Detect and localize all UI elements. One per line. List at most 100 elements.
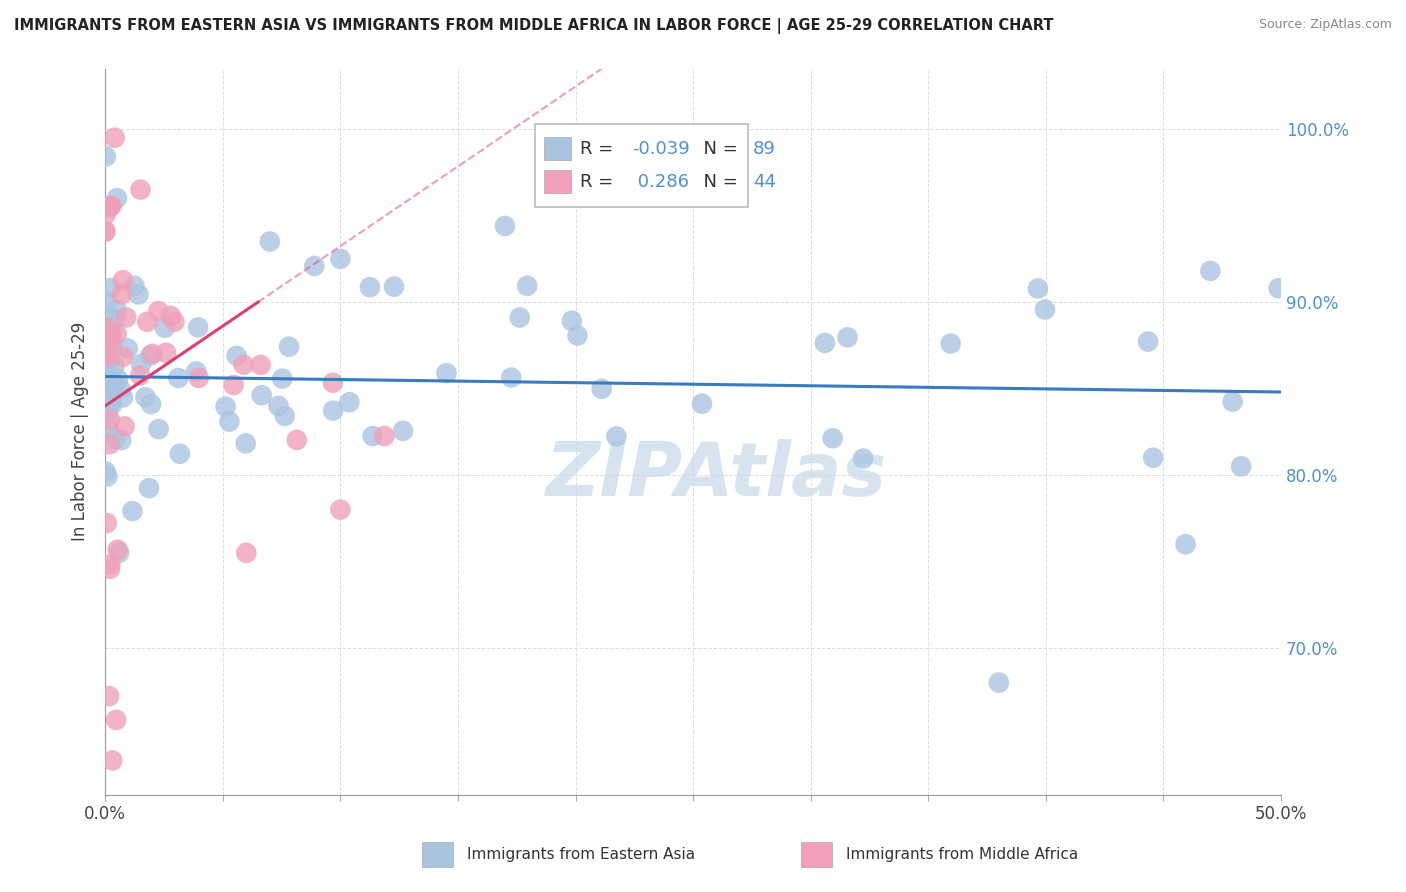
Point — [107, 372, 129, 386]
Point — [94, 149, 117, 163]
Point — [1033, 302, 1056, 317]
Point — [94, 465, 117, 479]
Point — [98, 412, 121, 426]
Point — [567, 328, 589, 343]
Point — [1137, 334, 1160, 349]
Point — [494, 219, 516, 233]
Point — [100, 281, 122, 295]
Point — [1230, 459, 1253, 474]
Point — [249, 358, 271, 372]
Text: 0.286: 0.286 — [631, 173, 689, 191]
Point — [235, 436, 257, 450]
Text: -0.039: -0.039 — [631, 140, 690, 158]
Point — [690, 397, 713, 411]
Point — [100, 322, 122, 336]
Point — [373, 429, 395, 443]
Point — [94, 224, 117, 238]
Point — [814, 335, 837, 350]
Point — [108, 546, 131, 560]
Point — [111, 390, 134, 404]
Point — [111, 350, 134, 364]
Point — [139, 397, 162, 411]
Point — [339, 395, 361, 409]
Point — [501, 370, 523, 384]
Point — [111, 287, 134, 301]
Point — [98, 437, 121, 451]
Point — [159, 309, 181, 323]
Text: Immigrants from Eastern Asia: Immigrants from Eastern Asia — [467, 847, 695, 863]
Point — [124, 278, 146, 293]
Point — [112, 273, 135, 287]
Point — [322, 376, 344, 390]
Point — [101, 388, 124, 402]
Point — [322, 403, 344, 417]
Point — [129, 357, 152, 371]
Point — [214, 400, 236, 414]
Point — [105, 713, 128, 727]
Point — [267, 399, 290, 413]
Point — [1142, 450, 1164, 465]
Point — [274, 409, 297, 423]
Point — [104, 432, 127, 446]
Point — [104, 130, 127, 145]
Point — [97, 354, 120, 368]
Point — [96, 344, 118, 359]
Point — [94, 207, 117, 221]
Point — [167, 371, 190, 385]
Point — [101, 338, 124, 352]
Point — [103, 359, 125, 374]
Point — [382, 279, 405, 293]
Point — [591, 382, 613, 396]
Point — [98, 199, 121, 213]
Y-axis label: In Labor Force | Age 25-29: In Labor Force | Age 25-29 — [72, 322, 89, 541]
Point — [436, 366, 458, 380]
Point — [98, 329, 121, 343]
Point — [98, 558, 121, 572]
Point — [129, 183, 152, 197]
Point — [94, 350, 117, 364]
Point — [98, 351, 121, 365]
Point — [561, 314, 583, 328]
Point — [121, 504, 143, 518]
Point — [110, 433, 132, 447]
Point — [271, 371, 294, 385]
Point — [259, 235, 281, 249]
Point — [163, 315, 186, 329]
Point — [1222, 394, 1244, 409]
Point — [187, 371, 209, 385]
Point — [127, 287, 149, 301]
Point — [153, 320, 176, 334]
Point — [134, 390, 156, 404]
Point — [136, 315, 159, 329]
Point — [605, 429, 627, 443]
Point — [148, 304, 170, 318]
Point — [96, 295, 118, 310]
Point — [97, 392, 120, 406]
Point — [392, 424, 415, 438]
Text: N =: N = — [692, 140, 744, 158]
Point — [94, 225, 117, 239]
Point — [100, 326, 122, 341]
Point — [97, 423, 120, 437]
Point — [837, 330, 859, 344]
Text: ZIPAtlas: ZIPAtlas — [546, 439, 887, 512]
Point — [97, 399, 120, 413]
Point — [1199, 264, 1222, 278]
Point — [98, 562, 121, 576]
Point — [105, 302, 128, 317]
Point — [103, 375, 125, 389]
Point — [107, 542, 129, 557]
Point — [96, 406, 118, 420]
Point — [987, 675, 1010, 690]
Text: 44: 44 — [752, 173, 776, 191]
Point — [96, 469, 118, 483]
Point — [100, 333, 122, 347]
Text: Source: ZipAtlas.com: Source: ZipAtlas.com — [1258, 18, 1392, 31]
Point — [329, 252, 352, 266]
Text: N =: N = — [692, 173, 744, 191]
Text: R =: R = — [579, 173, 619, 191]
Point — [250, 388, 273, 402]
Point — [141, 347, 163, 361]
Point — [105, 326, 128, 341]
Point — [115, 310, 138, 325]
